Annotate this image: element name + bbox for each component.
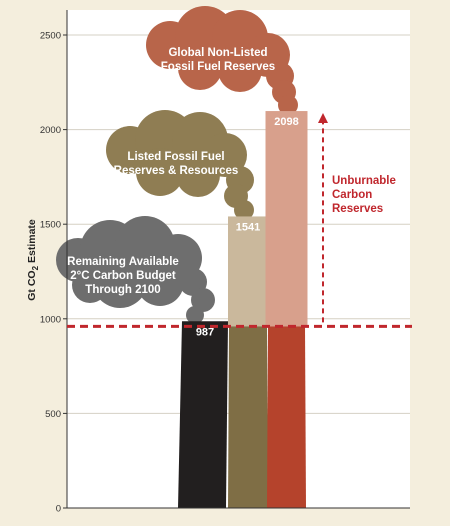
cloud-label: Listed Fossil Fuel Reserves & Resources (114, 151, 239, 177)
smoke-cloud-puff (218, 48, 262, 92)
bar-unburnable-segment (265, 111, 308, 327)
bar-unburnable-segment (228, 216, 268, 327)
smoke-cloud-puff (186, 306, 204, 324)
smoke-cloud-puff (72, 267, 108, 303)
bar-budget-segment (228, 326, 268, 508)
cloud-label: Global Non-Listed Fossil Fuel Reserves (161, 47, 275, 73)
y-axis-label: Gt CO2 Estimate (26, 219, 40, 301)
y-tick-label: 1000 (40, 314, 61, 325)
y-tick-label: 2500 (40, 31, 61, 42)
smoke-cloud-puff (176, 153, 220, 197)
smoke-cloud-puff (278, 95, 298, 115)
smoke-cloud-puff (136, 148, 184, 196)
bar-value-label: 987 (196, 326, 214, 338)
smoke-cloud-puff (191, 288, 215, 312)
unburnable-annotation: Unburnable Carbon Reserves (332, 175, 396, 215)
smoke-cloud-puff (92, 252, 148, 308)
cloud-label: Remaining Available 2°C Carbon Budget Thro… (67, 256, 179, 296)
smoke-cloud-puff (234, 200, 254, 220)
bar-remaining-budget (178, 321, 228, 508)
arrow-up-icon (318, 113, 328, 124)
smoke-cloud-puff (136, 258, 184, 306)
bar-budget-segment (267, 326, 306, 508)
y-tick-label: 0 (56, 504, 61, 515)
y-tick-label: 1500 (40, 220, 61, 231)
y-tick-label: 500 (45, 409, 61, 420)
smoke-cloud-puff (178, 46, 222, 90)
bar-value-label: 1541 (236, 221, 260, 233)
bar-value-label: 2098 (274, 116, 298, 128)
y-tick-label: 2000 (40, 125, 61, 136)
